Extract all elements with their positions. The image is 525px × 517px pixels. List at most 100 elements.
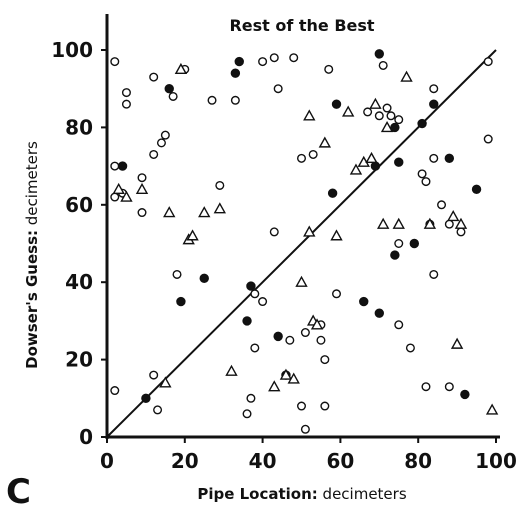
point-open-circle <box>394 320 404 330</box>
point-open-circle <box>250 343 260 353</box>
point-open-circle <box>444 219 454 229</box>
point-open-circle <box>149 370 159 380</box>
point-open-triangle <box>303 225 316 237</box>
x-tick-label: 60 <box>326 449 354 473</box>
point-open-circle <box>121 99 131 109</box>
point-open-triangle <box>450 337 464 349</box>
point-filled-circle <box>273 331 283 342</box>
point-open-circle <box>405 343 415 353</box>
point-open-triangle <box>198 206 211 218</box>
point-open-circle <box>421 177 431 187</box>
point-open-circle <box>386 111 396 121</box>
point-open-circle <box>374 111 384 121</box>
chart-title: Rest of the Best <box>229 16 374 35</box>
point-open-circle <box>207 95 217 105</box>
x-tick-label: 40 <box>249 449 277 473</box>
point-filled-circle <box>370 161 381 171</box>
point-filled-circle <box>390 122 400 133</box>
point-open-circle <box>149 149 159 159</box>
point-open-circle <box>246 393 256 403</box>
point-open-circle <box>429 269 439 279</box>
point-open-circle <box>269 53 279 63</box>
point-filled-circle <box>359 296 369 307</box>
point-open-circle <box>110 57 120 67</box>
point-open-triangle <box>279 368 293 380</box>
point-open-circle <box>230 95 240 105</box>
point-open-circle <box>320 355 330 365</box>
x-axis-label: Pipe Location: decimeters <box>197 485 407 503</box>
point-open-triangle <box>295 275 308 287</box>
point-open-triangle <box>447 209 460 222</box>
point-open-triangle <box>186 229 199 241</box>
point-filled-circle <box>374 49 384 59</box>
point-open-circle <box>483 57 493 67</box>
point-filled-circle <box>327 188 338 198</box>
x-tick-label: 80 <box>404 449 432 473</box>
y-axis-label-name: Dowser's Guess: <box>23 230 41 369</box>
point-open-circle <box>160 130 170 140</box>
point-open-triangle <box>318 136 332 148</box>
point-filled-circle <box>141 393 151 403</box>
y-tick-label: 0 <box>79 425 93 449</box>
point-open-triangle <box>423 217 437 229</box>
point-open-triangle <box>392 217 405 229</box>
point-open-circle <box>394 238 404 248</box>
point-open-circle <box>363 107 373 117</box>
point-filled-circle <box>199 273 209 284</box>
x-axis-label-unit: decimeters <box>318 485 407 503</box>
point-open-triangle <box>485 403 499 415</box>
point-open-circle <box>316 335 326 345</box>
point-open-circle <box>137 208 147 218</box>
point-filled-circle <box>242 316 252 326</box>
point-open-circle <box>258 297 268 307</box>
point-open-circle <box>242 409 252 419</box>
point-filled-circle <box>409 238 420 249</box>
y-tick-label: 40 <box>65 270 93 294</box>
point-filled-circle <box>331 99 342 109</box>
point-open-circle <box>258 57 268 67</box>
point-open-triangle <box>369 97 382 109</box>
point-open-circle <box>110 386 120 396</box>
x-tick-label: 0 <box>100 449 114 473</box>
point-open-circle <box>456 227 466 237</box>
plot-area <box>105 14 500 439</box>
panel-label: C <box>6 472 31 512</box>
x-axis-label-name: Pipe Location: <box>197 485 317 503</box>
point-open-circle <box>285 335 295 345</box>
point-open-triangle <box>377 217 390 229</box>
y-axis-ticks: 0 20 40 60 80 100 <box>51 38 107 449</box>
point-open-circle <box>417 169 427 179</box>
y-tick-label: 100 <box>51 38 93 62</box>
point-open-circle <box>250 289 260 299</box>
point-filled-circle <box>176 296 186 307</box>
point-filled-circle <box>444 153 455 164</box>
point-open-triangle <box>380 120 394 133</box>
point-open-circle <box>429 84 439 94</box>
point-open-circle <box>289 53 299 63</box>
point-filled-circle <box>374 308 384 318</box>
point-open-triangle <box>120 190 133 202</box>
point-open-circle <box>153 405 163 415</box>
point-open-circle <box>378 60 388 70</box>
point-open-circle <box>121 88 131 98</box>
point-filled-circle <box>230 68 241 78</box>
y-tick-label: 60 <box>65 193 93 217</box>
point-open-circle <box>483 134 493 144</box>
point-open-triangle <box>400 70 413 82</box>
point-filled-circle <box>394 157 404 167</box>
point-open-circle <box>297 153 307 163</box>
point-filled-circle <box>460 389 470 400</box>
point-open-circle <box>215 180 225 190</box>
point-open-triangle <box>135 182 149 195</box>
point-filled-circle <box>164 84 174 94</box>
point-open-circle <box>156 138 166 148</box>
point-open-triangle <box>225 364 238 376</box>
x-tick-label: 100 <box>475 449 517 473</box>
point-open-circle <box>382 103 392 113</box>
point-open-circle <box>269 227 279 237</box>
point-filled-circle <box>246 281 256 291</box>
point-open-triangle <box>454 217 468 229</box>
y-axis-label: Dowser's Guess: decimeters <box>23 141 41 369</box>
point-filled-circle <box>390 250 400 260</box>
